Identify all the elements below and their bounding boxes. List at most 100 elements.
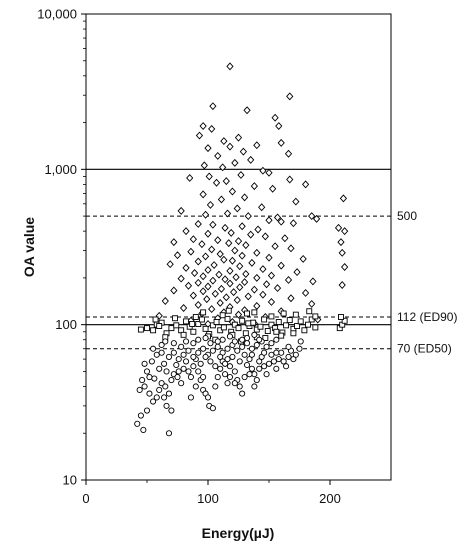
data-point-diamond	[217, 195, 226, 204]
data-point-diamond	[258, 203, 266, 212]
data-point-diamond	[299, 254, 307, 263]
data-point-square	[312, 313, 319, 320]
data-point-square	[242, 330, 249, 337]
data-point-diamond	[286, 92, 294, 101]
data-point-diamond	[308, 299, 316, 308]
data-point-diamond	[259, 265, 267, 274]
data-point-diamond	[284, 149, 293, 158]
data-point-circle	[273, 336, 280, 343]
data-point-square	[152, 316, 159, 323]
data-point-square	[305, 321, 311, 328]
data-point-square	[292, 311, 299, 318]
data-point-diamond	[204, 282, 212, 291]
data-point-diamond	[253, 273, 261, 282]
data-point-diamond	[214, 236, 222, 245]
data-point-circle	[141, 383, 148, 390]
data-point-diamond	[277, 261, 285, 270]
data-point-diamond	[208, 124, 216, 133]
data-point-square	[264, 328, 271, 334]
data-point-circle	[246, 371, 253, 378]
data-point-diamond	[248, 258, 256, 267]
data-point-circle	[239, 343, 246, 350]
data-point-diamond	[232, 273, 240, 282]
data-point-circle	[273, 365, 280, 372]
data-point-diamond	[228, 187, 237, 196]
data-point-square	[312, 324, 319, 331]
data-point-diamond	[204, 229, 212, 238]
data-point-diamond	[161, 297, 169, 305]
data-point-square	[257, 323, 264, 330]
data-point-circle	[185, 347, 192, 354]
data-point-circle	[239, 336, 246, 343]
data-point-circle	[256, 336, 263, 343]
data-point-circle	[273, 349, 280, 356]
data-point-circle	[285, 343, 292, 350]
data-point-circle	[168, 407, 175, 414]
data-point-diamond	[237, 170, 245, 179]
data-point-circle	[231, 380, 238, 387]
data-point-circle	[243, 335, 251, 342]
data-point-diamond	[234, 310, 243, 319]
data-point-circle	[168, 377, 175, 384]
data-point-circle	[219, 336, 226, 343]
data-point-square	[173, 322, 180, 329]
x-axis-ticks: 0 100 200	[82, 480, 341, 506]
data-point-diamond	[247, 155, 255, 164]
data-point-circle	[170, 340, 177, 347]
data-point-diamond	[182, 263, 190, 272]
data-point-diamond	[212, 178, 221, 187]
data-point-diamond	[253, 141, 261, 150]
data-point-diamond	[217, 284, 226, 293]
data-point-circle	[268, 340, 275, 347]
data-point-diamond	[240, 193, 249, 202]
data-point-diamond	[231, 158, 239, 167]
data-point-square	[268, 313, 275, 320]
data-point-circle	[251, 383, 258, 390]
data-point-square	[338, 314, 344, 320]
data-point-circle	[165, 430, 173, 437]
data-point-square	[224, 315, 231, 322]
data-point-diamond	[265, 253, 273, 262]
data-point-circle	[165, 390, 173, 397]
data-point-circle	[178, 380, 185, 387]
y-axis-title: OA value	[21, 217, 37, 277]
data-point-circle	[236, 383, 243, 390]
data-point-circle	[239, 390, 246, 397]
data-point-diamond	[261, 232, 269, 241]
data-point-diamond	[341, 263, 349, 271]
data-point-circle	[261, 363, 268, 370]
data-point-diamond	[267, 297, 276, 306]
data-point-square	[273, 328, 280, 335]
data-point-diamond	[225, 239, 233, 248]
data-point-diamond	[239, 147, 247, 156]
data-point-square	[225, 307, 232, 314]
data-point-circle	[263, 343, 270, 350]
data-point-diamond	[216, 250, 224, 258]
data-point-circle	[212, 383, 219, 390]
data-point-circle	[190, 340, 197, 347]
data-point-square	[202, 325, 209, 332]
data-point-circle	[207, 340, 214, 347]
data-point-diamond	[250, 182, 258, 191]
data-point-circle	[204, 394, 212, 401]
data-point-diamond	[182, 227, 190, 236]
data-point-circle	[243, 361, 251, 369]
data-point-diamond	[293, 268, 301, 277]
data-series	[134, 62, 349, 437]
data-point-circle	[224, 380, 231, 387]
data-point-diamond	[173, 251, 182, 260]
data-point-square	[137, 326, 144, 333]
data-point-circle	[268, 351, 275, 358]
data-point-circle	[150, 345, 157, 352]
reference-lines: 500 112 (ED90) 70 (ED50)	[86, 168, 457, 356]
data-point-circle	[195, 336, 202, 343]
y-tick-label: 10	[63, 473, 77, 488]
data-point-square	[308, 316, 315, 323]
data-point-diamond	[287, 244, 295, 253]
data-point-diamond	[231, 246, 239, 255]
data-point-circle	[265, 360, 273, 367]
data-point-diamond	[286, 175, 294, 184]
data-point-diamond	[243, 106, 251, 115]
data-point-circle	[182, 338, 190, 345]
